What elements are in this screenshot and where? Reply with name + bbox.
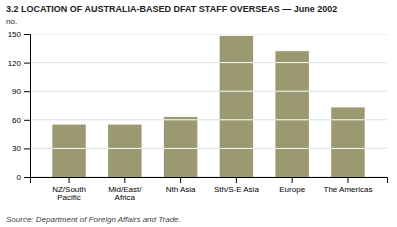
title: 3.2 LOCATION OF AUSTRALIA-BASED DFAT STA… xyxy=(6,4,337,14)
x-tick-mark xyxy=(292,177,293,183)
y-tick-mark xyxy=(24,34,30,35)
x-tick: Europe xyxy=(279,177,305,194)
x-tick-label-line: Mid/East/ xyxy=(108,185,142,194)
x-tick-label: Sth/S-E Asia xyxy=(214,185,259,194)
y-tick-mark xyxy=(24,91,30,92)
y-tick: 150 xyxy=(8,30,30,39)
source-note: Source: Department of Foreign Affairs an… xyxy=(6,215,181,224)
chart-svg: 0 30 60 90 120 150 NZ/SouthPacific Mid/East/Afr… xyxy=(0,0,397,227)
x-axis-line xyxy=(31,178,388,184)
x-tick: The Americas xyxy=(324,177,373,194)
bar-separator xyxy=(220,119,253,120)
x-tick: NZ/SouthPacific xyxy=(52,177,86,202)
bar-separator xyxy=(331,119,364,120)
grid-line xyxy=(30,34,387,35)
bar-separator xyxy=(164,119,197,120)
bar-separator xyxy=(164,148,197,149)
x-tick: Sth/S-E Asia xyxy=(214,177,259,194)
y-tick-label: 150 xyxy=(8,30,22,39)
x-axis: NZ/SouthPacific Mid/East/Africa Nth Asia St… xyxy=(31,177,388,202)
bar-separator xyxy=(275,62,308,63)
y-tick-label: 90 xyxy=(12,87,21,96)
x-tick: Nth Asia xyxy=(166,177,196,194)
x-tick-mark xyxy=(69,177,70,183)
y-tick-mark xyxy=(24,148,30,149)
y-tick-label: 60 xyxy=(12,116,21,125)
bar-separator xyxy=(331,148,364,149)
grid-line xyxy=(30,148,387,149)
plot-area: 0 30 60 90 120 150 NZ/SouthPacific Mid/East/Afr… xyxy=(8,30,388,202)
grid-line xyxy=(30,91,387,92)
y-axis-line xyxy=(24,35,31,178)
x-tick-mark xyxy=(347,177,348,183)
bar xyxy=(108,125,141,177)
bar-separator xyxy=(275,148,308,149)
bar xyxy=(220,36,253,177)
x-tick-label: Nth Asia xyxy=(166,185,196,194)
y-axis-label: no. xyxy=(6,17,17,26)
y-tick-mark xyxy=(24,177,30,178)
bar-separator xyxy=(220,148,253,149)
y-tick: 30 xyxy=(12,144,30,153)
x-tick-label: Mid/East/Africa xyxy=(108,185,142,203)
bar-separator xyxy=(52,148,85,149)
y-axis: 0 30 60 90 120 150 xyxy=(8,30,31,182)
bars xyxy=(52,36,364,177)
x-tick-label-line: Sth/S-E Asia xyxy=(214,185,259,194)
y-tick-mark xyxy=(24,120,30,121)
x-tick-label-line: NZ/South xyxy=(52,185,86,194)
y-tick: 120 xyxy=(8,59,30,68)
bar xyxy=(52,125,85,177)
bar xyxy=(275,51,308,177)
x-tick-label-line: Europe xyxy=(279,185,305,194)
bar-separator xyxy=(220,62,253,63)
x-tick-label: NZ/SouthPacific xyxy=(52,185,86,203)
bar-separator xyxy=(275,91,308,92)
x-tick-label-line: The Americas xyxy=(324,185,373,194)
x-tick-mark xyxy=(236,177,237,183)
y-tick-mark xyxy=(24,63,30,64)
grid-line xyxy=(30,119,387,120)
bar xyxy=(331,107,364,177)
bar-separator xyxy=(220,91,253,92)
grid xyxy=(30,34,387,177)
x-tick-mark xyxy=(180,177,181,183)
x-tick: Mid/East/Africa xyxy=(108,177,142,202)
x-tick-label-line: Pacific xyxy=(57,193,81,202)
chart-container: 0 30 60 90 120 150 NZ/SouthPacific Mid/East/Afr… xyxy=(0,0,397,227)
y-tick-label: 120 xyxy=(8,59,22,68)
x-tick-label: The Americas xyxy=(324,185,373,194)
bar-separator xyxy=(275,119,308,120)
x-tick-label-line: Nth Asia xyxy=(166,185,196,194)
x-tick-label: Europe xyxy=(279,185,305,194)
y-tick: 90 xyxy=(12,87,30,96)
y-tick: 0 xyxy=(17,173,30,182)
x-tick-label-line: Africa xyxy=(115,193,136,202)
y-tick: 60 xyxy=(12,116,30,125)
y-tick-label: 0 xyxy=(17,173,22,182)
bar-separator xyxy=(108,148,141,149)
y-tick-label: 30 xyxy=(12,144,21,153)
x-tick-mark xyxy=(124,177,125,183)
grid-line xyxy=(30,62,387,63)
bar xyxy=(164,117,197,177)
